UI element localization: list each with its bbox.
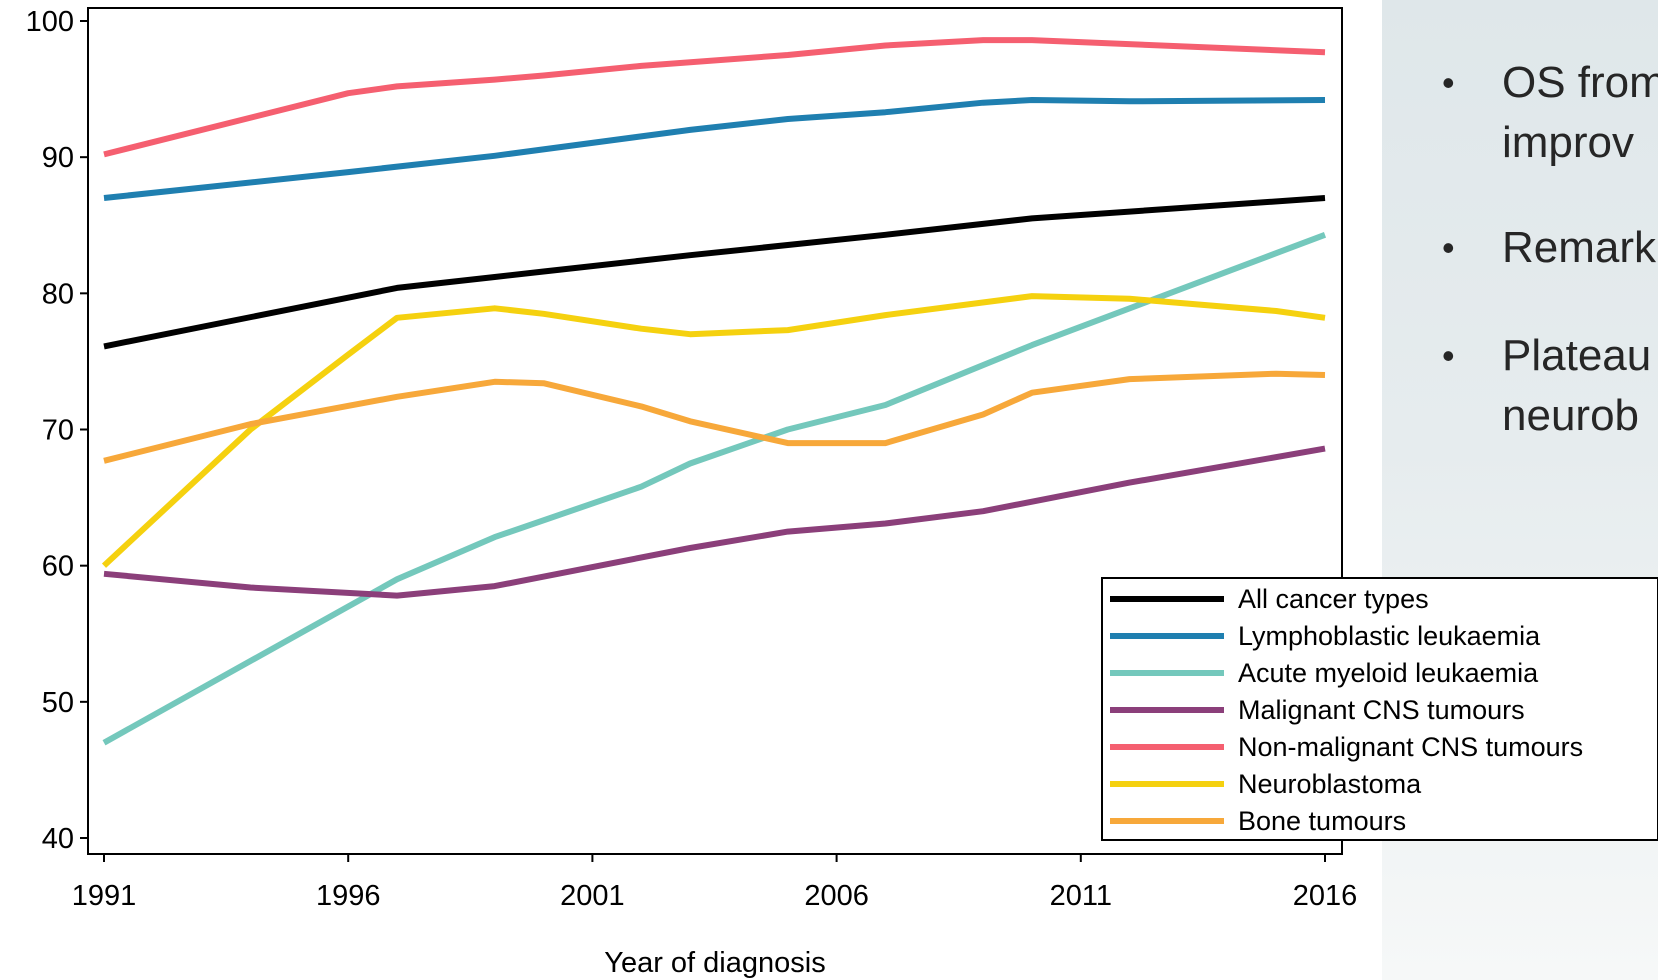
legend-label: All cancer types (1238, 584, 1429, 614)
plot-lines (101, 37, 1327, 746)
legend-label: Malignant CNS tumours (1238, 695, 1525, 725)
legend-label: Non-malignant CNS tumours (1238, 732, 1583, 762)
x-tick-label: 2001 (560, 880, 625, 912)
y-tick-label: 80 (42, 278, 74, 310)
bullet-text: OS from (1502, 58, 1658, 107)
y-tick-label: 100 (26, 6, 74, 38)
bullet-list: • OS from improv • Remark • Plateau neur… (1382, 0, 1658, 560)
x-axis: 1991 1996 2001 2006 2011 2016 (72, 854, 1358, 912)
x-tick-label: 2011 (1050, 880, 1112, 912)
bullet-text: Remark (1502, 223, 1657, 272)
series-line (103, 97, 1326, 201)
bullet-dot-icon: • (1442, 227, 1455, 268)
x-tick-label: 1991 (72, 880, 137, 912)
legend-label: Lymphoblastic leukaemia (1238, 621, 1541, 651)
y-tick-label: 90 (42, 142, 74, 174)
series-line (103, 37, 1326, 158)
y-tick-label: 40 (42, 823, 74, 855)
chart-legend: All cancer types Lymphoblastic leukaemia A… (1101, 577, 1658, 841)
y-tick-label: 50 (42, 687, 74, 719)
bullet-dot-icon: • (1442, 335, 1455, 376)
y-tick-label: 70 (42, 415, 74, 447)
plot-frame (87, 7, 1343, 855)
bullet-text: neurob (1502, 391, 1640, 440)
bullet-text: Plateau (1502, 331, 1652, 380)
legend-label: Acute myeloid leukaemia (1238, 658, 1539, 688)
series-line (102, 231, 1327, 746)
series-line (101, 293, 1326, 568)
series-line (103, 195, 1326, 350)
x-axis-title: Year of diagnosis (604, 947, 825, 979)
bullet-text: improv (1502, 118, 1635, 167)
x-tick-label: 1996 (316, 880, 381, 912)
x-tick-label: 2016 (1293, 880, 1358, 912)
x-tick-label: 2006 (804, 880, 869, 912)
series-line (103, 370, 1326, 464)
legend-label: Neuroblastoma (1238, 769, 1422, 799)
bullet-dot-icon: • (1442, 62, 1455, 103)
y-tick-label: 60 (42, 551, 74, 583)
y-axis: 40 50 60 70 80 90 100 (26, 6, 88, 855)
legend-label: Bone tumours (1238, 806, 1406, 836)
series-line (103, 445, 1326, 599)
